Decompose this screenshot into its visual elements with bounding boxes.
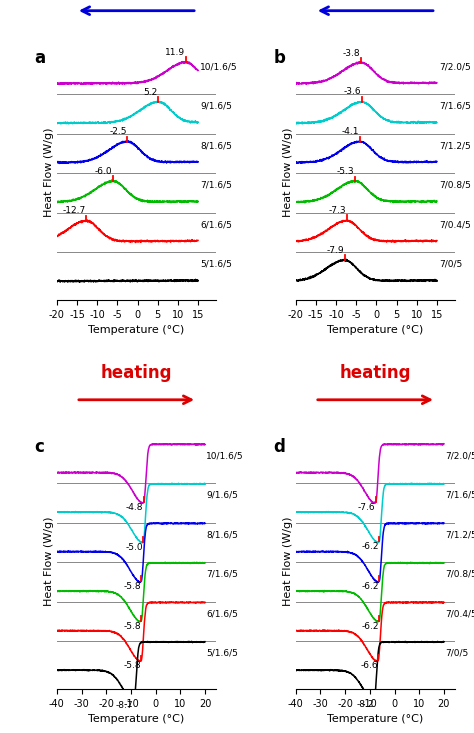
Text: 10/1.6/5: 10/1.6/5 [206,451,244,460]
Text: 7/1.2/5: 7/1.2/5 [445,530,474,539]
Text: 7/0/5: 7/0/5 [445,649,468,658]
Text: -6.6: -6.6 [360,661,378,670]
Text: heating: heating [340,364,411,382]
Text: a: a [35,49,46,67]
Text: 7/0.4/5: 7/0.4/5 [439,220,471,229]
Text: -6.2: -6.2 [361,582,379,591]
X-axis label: Temperature (°C): Temperature (°C) [88,325,185,335]
Text: 7/0.4/5: 7/0.4/5 [445,609,474,618]
Text: 5/1.6/5: 5/1.6/5 [200,259,232,269]
Y-axis label: Heat Flow (W/g): Heat Flow (W/g) [44,128,54,217]
Text: 7/2.0/5: 7/2.0/5 [445,451,474,460]
Text: -8.2: -8.2 [356,700,374,709]
Y-axis label: Heat Flow (W/g): Heat Flow (W/g) [283,516,293,605]
Text: 7/0/5: 7/0/5 [439,259,462,269]
Text: b: b [273,49,285,67]
Text: -7.3: -7.3 [328,206,346,215]
Text: -7.9: -7.9 [326,246,344,255]
Text: 8/1.6/5: 8/1.6/5 [206,530,238,539]
Text: -7.6: -7.6 [358,503,375,512]
X-axis label: Temperature (°C): Temperature (°C) [327,325,424,335]
Text: -5.8: -5.8 [123,622,141,630]
Text: -12.7: -12.7 [62,206,85,216]
X-axis label: Temperature (°C): Temperature (°C) [88,714,185,724]
Text: 7/1.6/5: 7/1.6/5 [445,490,474,500]
Y-axis label: Heat Flow (W/g): Heat Flow (W/g) [44,516,54,605]
Text: 7/1.6/5: 7/1.6/5 [200,180,232,190]
Text: c: c [35,438,45,456]
Text: d: d [273,438,285,456]
Text: -8.7: -8.7 [116,701,134,710]
Text: -4.8: -4.8 [126,503,143,512]
Text: -3.6: -3.6 [344,87,361,96]
Text: 6/1.6/5: 6/1.6/5 [200,220,232,229]
Text: 7/0.8/5: 7/0.8/5 [439,180,471,190]
Text: heating: heating [101,364,172,382]
X-axis label: Temperature (°C): Temperature (°C) [327,714,424,724]
Text: -4.1: -4.1 [342,128,359,136]
Text: 5/1.6/5: 5/1.6/5 [206,649,238,658]
Text: -6.2: -6.2 [361,542,379,551]
Text: 9/1.6/5: 9/1.6/5 [206,490,238,500]
Y-axis label: Heat Flow (W/g): Heat Flow (W/g) [283,128,293,217]
Text: -5.0: -5.0 [125,542,143,552]
Text: 7/2.0/5: 7/2.0/5 [439,62,471,71]
Text: -6.0: -6.0 [95,166,112,175]
Text: 7/0.8/5: 7/0.8/5 [445,570,474,579]
Text: 7/1.6/5: 7/1.6/5 [439,102,471,111]
Text: 7/1.2/5: 7/1.2/5 [439,141,471,150]
Text: 7/1.6/5: 7/1.6/5 [206,570,238,579]
Text: 9/1.6/5: 9/1.6/5 [200,102,232,111]
Text: 5.2: 5.2 [144,88,158,97]
Text: -5.8: -5.8 [123,661,141,670]
Text: -2.5: -2.5 [109,128,127,136]
Text: 8/1.6/5: 8/1.6/5 [200,141,232,150]
Text: -3.8: -3.8 [343,48,360,57]
Text: 10/1.6/5: 10/1.6/5 [200,62,237,71]
Text: -6.2: -6.2 [361,622,379,630]
Text: -5.8: -5.8 [123,582,141,591]
Text: 6/1.6/5: 6/1.6/5 [206,609,238,618]
Text: -5.3: -5.3 [337,167,354,176]
Text: 11.9: 11.9 [164,48,185,57]
